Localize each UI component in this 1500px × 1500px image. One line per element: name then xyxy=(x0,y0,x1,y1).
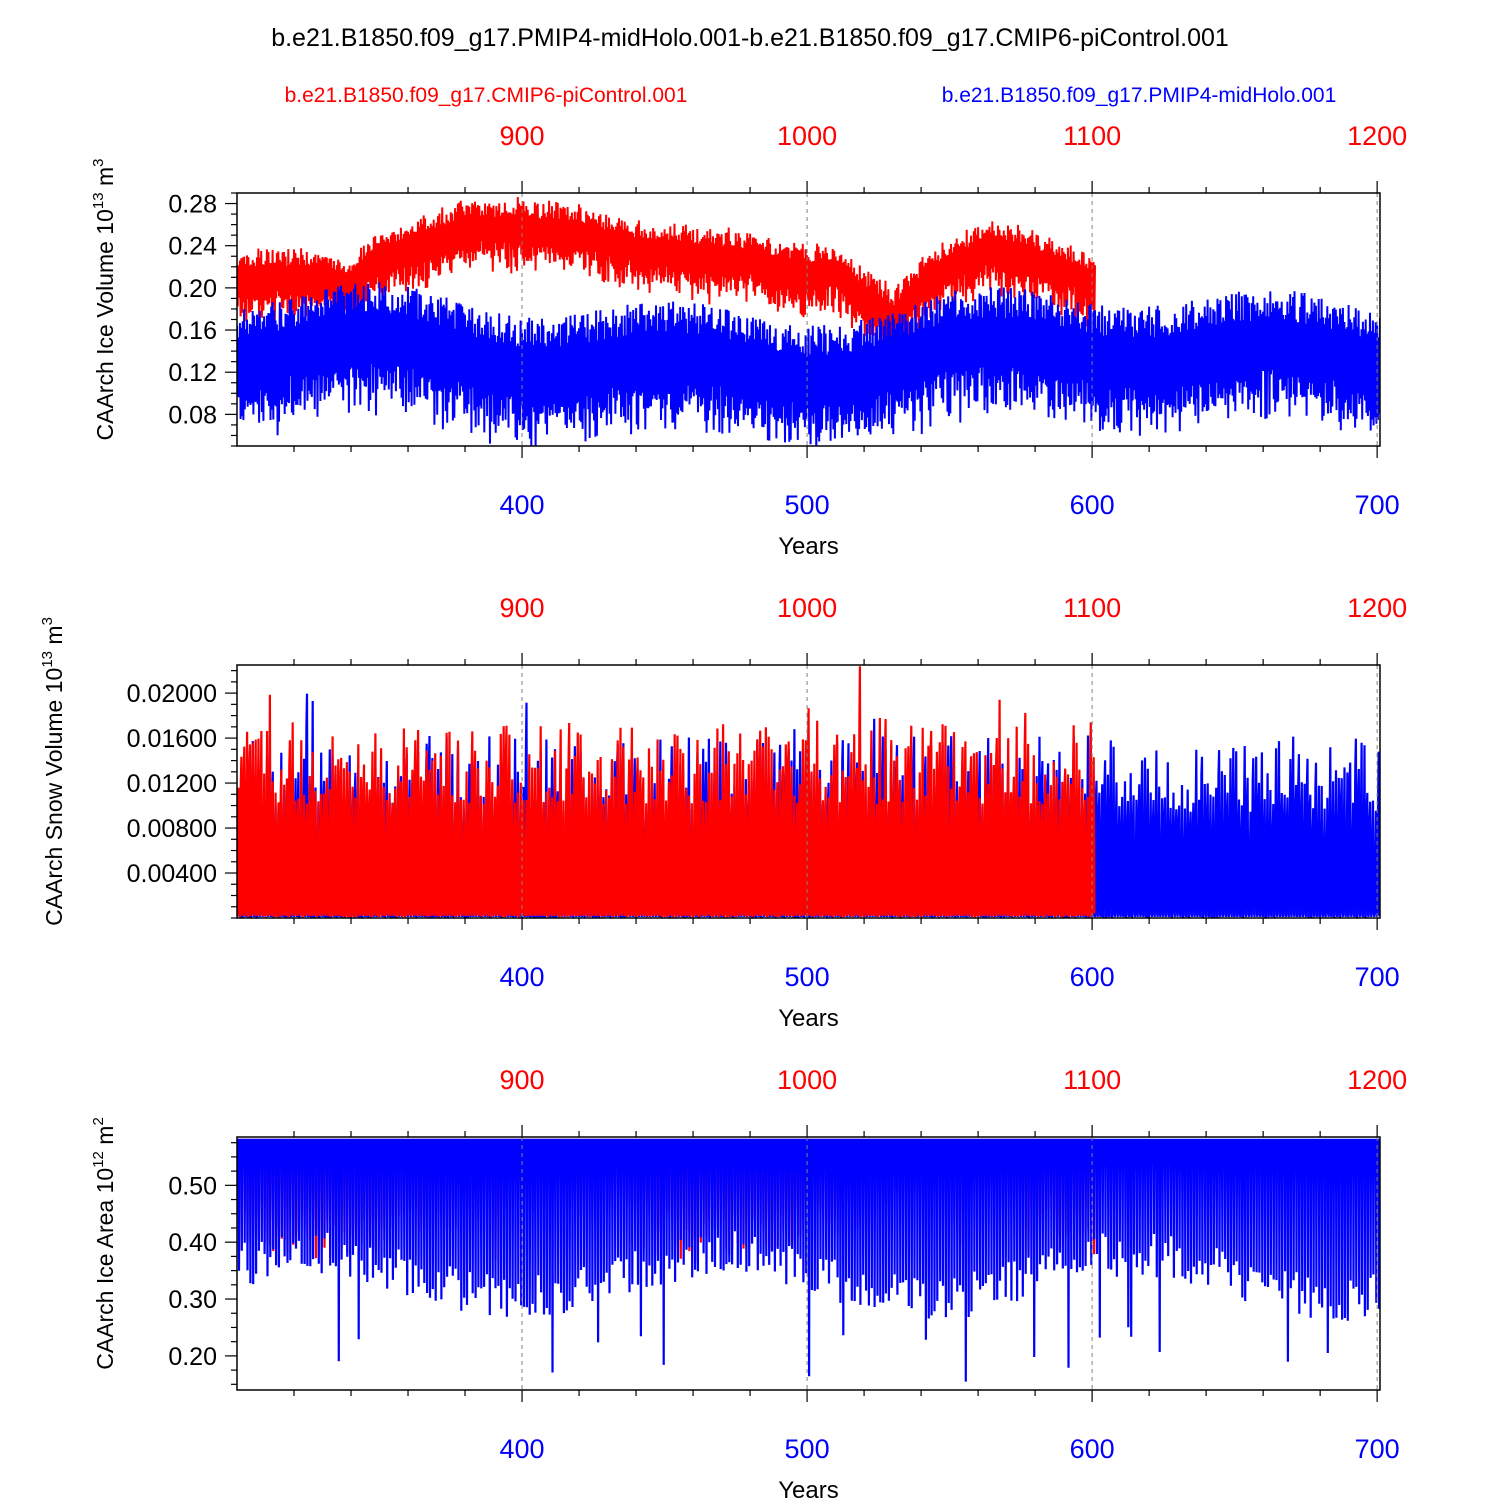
y-tick-label: 0.12 xyxy=(168,359,217,387)
x-tick-label-bottom: 400 xyxy=(500,1434,545,1464)
snow-volume-xlabel: Years xyxy=(778,1005,839,1032)
legend-control-label: b.e21.B1850.f09_g17.CMIP6-piControl.001 xyxy=(285,84,688,107)
ice-area-ylabel: CAArch Ice Area 1012 m2 xyxy=(90,1117,118,1370)
ylabel-exponent: 13 xyxy=(90,192,107,209)
x-tick-label-top: 900 xyxy=(500,593,545,623)
y-tick-label: 0.02000 xyxy=(127,680,217,708)
y-tick-label: 0.00400 xyxy=(127,860,217,888)
x-tick-label-bottom: 500 xyxy=(785,1434,830,1464)
y-tick-label: 0.30 xyxy=(168,1286,217,1314)
ice-volume-control-line xyxy=(237,196,1096,358)
y-tick-label: 0.28 xyxy=(168,191,217,219)
ice-volume-series-group xyxy=(237,196,1380,446)
y-tick-label: 0.16 xyxy=(168,317,217,345)
ylabel-unit-exponent: 2 xyxy=(90,1117,107,1125)
ylabel-unit-exponent: 3 xyxy=(90,159,107,167)
x-tick-label-top: 1000 xyxy=(777,1065,837,1095)
x-tick-label-top: 900 xyxy=(500,1065,545,1095)
y-tick-label: 0.20 xyxy=(168,275,217,303)
ice-volume-xlabel: Years xyxy=(778,533,839,560)
y-tick-label: 0.24 xyxy=(168,233,217,261)
x-tick-label-bottom: 600 xyxy=(1070,962,1115,992)
snow-volume-ylabel: CAArch Snow Volume 1013 m3 xyxy=(39,617,67,926)
x-tick-label-top: 900 xyxy=(500,121,545,151)
y-tick-label: 0.50 xyxy=(168,1172,217,1200)
y-tick-label: 0.01200 xyxy=(127,770,217,798)
x-tick-label-top: 1100 xyxy=(1063,593,1121,623)
y-tick-label: 0.20 xyxy=(168,1343,217,1371)
x-tick-label-bottom: 500 xyxy=(785,490,830,520)
x-tick-label-bottom: 700 xyxy=(1355,962,1400,992)
x-tick-label-bottom: 400 xyxy=(500,962,545,992)
ice-area-series-group xyxy=(237,1138,1380,1382)
x-tick-label-top: 1200 xyxy=(1347,1065,1407,1095)
ice-volume-midholo-line xyxy=(237,282,1380,446)
snow-volume-series-group xyxy=(237,666,1380,918)
ice-area-plot-frame xyxy=(236,1136,1381,1391)
figure-title: b.e21.B1850.f09_g17.PMIP4-midHolo.001-b.… xyxy=(271,24,1229,52)
x-tick-label-top: 1000 xyxy=(777,121,837,151)
x-tick-label-bottom: 400 xyxy=(500,490,545,520)
ylabel-text: CAArch Ice Volume 10 xyxy=(92,209,118,440)
ice-area-panel: 400 500 600 700 900 1000 1100 1200 Years 0.20 0.30… xyxy=(90,1065,1407,1500)
ylabel-unit: m xyxy=(92,1126,118,1152)
x-tick-label-bottom: 600 xyxy=(1070,1434,1115,1464)
y-tick-label: 0.08 xyxy=(168,401,217,429)
ylabel-unit: m xyxy=(92,167,118,193)
x-tick-label-top: 1200 xyxy=(1347,121,1407,151)
ylabel-text: CAArch Ice Area 10 xyxy=(92,1168,118,1370)
x-tick-label-bottom: 700 xyxy=(1355,1434,1400,1464)
ylabel-exponent: 13 xyxy=(39,651,56,668)
snow-volume-panel: 400 500 600 700 900 1000 1100 1200 Years 0.00400 0… xyxy=(39,593,1407,1032)
ice-volume-panel: 400 500 600 700 900 1000 1100 1200 Years 0.08 0.12… xyxy=(90,121,1407,560)
ylabel-exponent: 12 xyxy=(90,1151,107,1168)
y-tick-label: 0.40 xyxy=(168,1229,217,1257)
x-tick-label-bottom: 600 xyxy=(1070,490,1115,520)
x-tick-label-top: 1100 xyxy=(1063,1065,1121,1095)
x-tick-label-top: 1200 xyxy=(1347,593,1407,623)
legend-midholo-label: b.e21.B1850.f09_g17.PMIP4-midHolo.001 xyxy=(942,84,1337,107)
ylabel-unit: m xyxy=(41,625,67,651)
x-tick-label-top: 1100 xyxy=(1063,121,1121,151)
ice-area-midholo-line xyxy=(237,1138,1380,1382)
y-tick-label: 0.01600 xyxy=(127,725,217,753)
snow-volume-plot-frame xyxy=(236,664,1381,919)
y-tick-label: 0.00800 xyxy=(127,815,217,843)
x-tick-label-bottom: 500 xyxy=(785,962,830,992)
ice-area-xlabel: Years xyxy=(778,1477,839,1500)
snow-volume-control-line xyxy=(237,666,1096,918)
x-tick-label-top: 1000 xyxy=(777,593,837,623)
ice-volume-ylabel: CAArch Ice Volume 1013 m3 xyxy=(90,159,118,441)
ylabel-text: CAArch Snow Volume 10 xyxy=(41,668,67,926)
ylabel-unit-exponent: 3 xyxy=(39,617,56,625)
x-tick-label-bottom: 700 xyxy=(1355,490,1400,520)
